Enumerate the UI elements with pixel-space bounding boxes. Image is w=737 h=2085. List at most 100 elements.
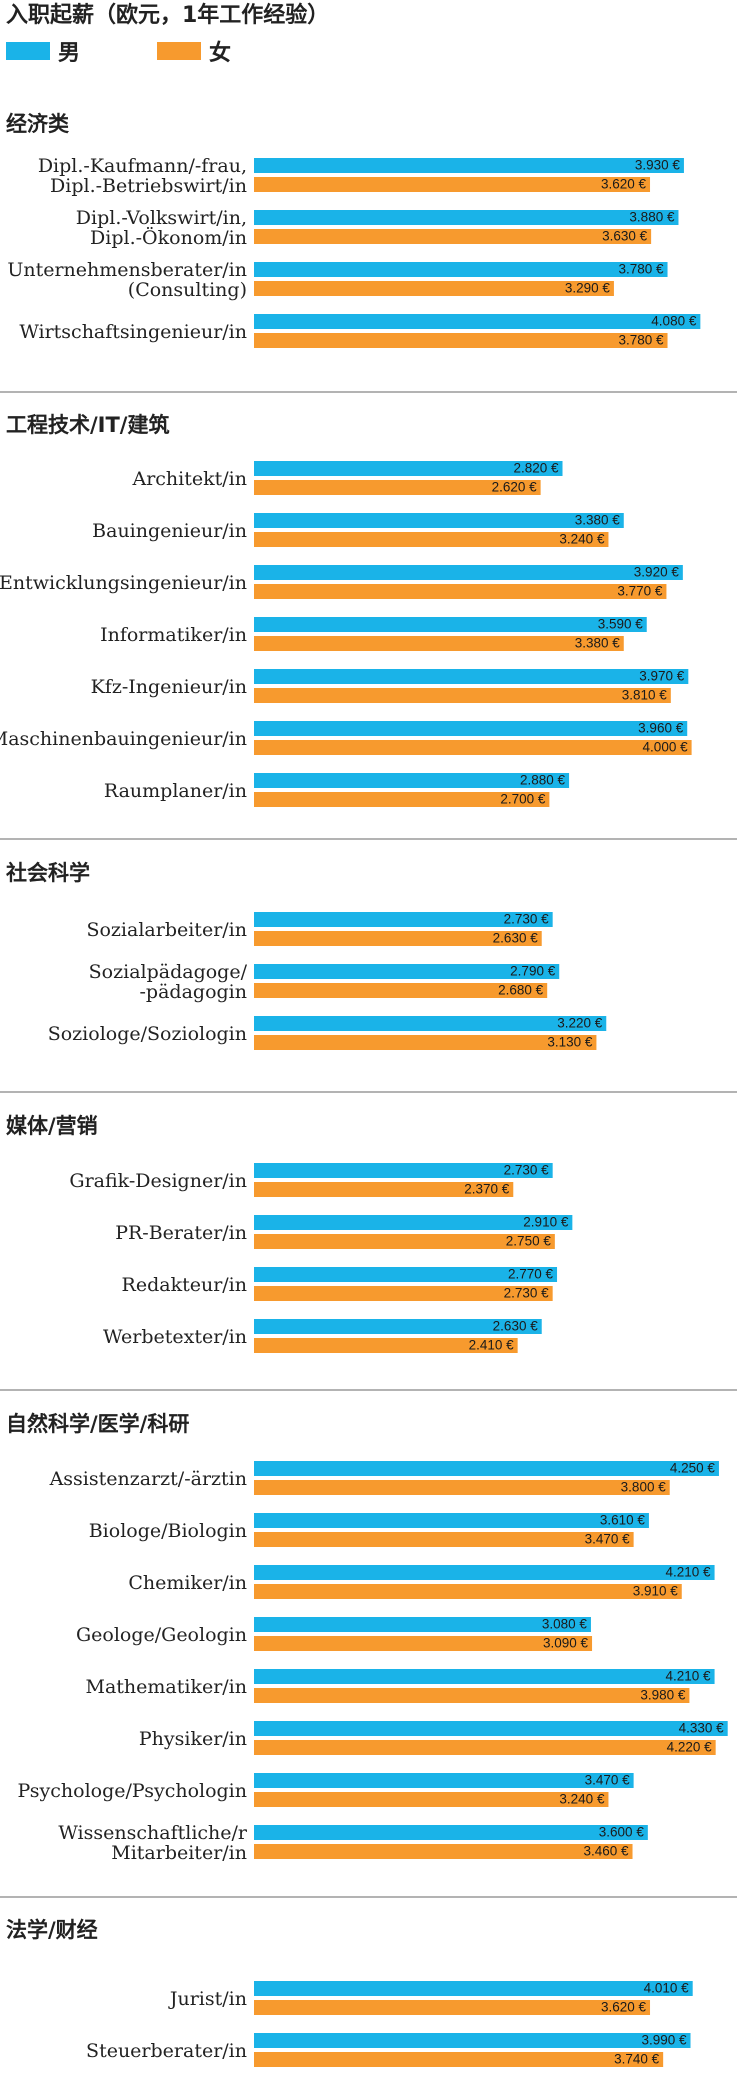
bar-female xyxy=(254,480,541,495)
bar-male xyxy=(254,1825,648,1840)
bar-female xyxy=(254,1532,634,1547)
data-label: 3.990 € xyxy=(641,2033,687,2048)
category-label: Mathematiker/in xyxy=(85,1676,247,1698)
data-label: 2.910 € xyxy=(523,1215,569,1230)
bar-female xyxy=(254,740,692,755)
data-label: 3.620 € xyxy=(601,2000,647,2015)
category-label: Grafik-Designer/in xyxy=(69,1170,247,1192)
data-label: 2.820 € xyxy=(513,461,559,476)
bar-female xyxy=(254,636,624,651)
bar-male xyxy=(254,912,553,927)
bar-male xyxy=(254,617,647,632)
chart-legend: 男 女 xyxy=(6,40,231,66)
bar-female xyxy=(254,1740,716,1755)
data-label: 3.240 € xyxy=(559,532,605,547)
data-label: 4.210 € xyxy=(666,1565,712,1580)
data-label: 2.730 € xyxy=(504,1286,550,1301)
category-label: Geologe/Geologin xyxy=(76,1624,247,1646)
bar-male xyxy=(254,461,563,476)
bar-male xyxy=(254,1215,573,1230)
data-label: 3.910 € xyxy=(633,1584,679,1599)
category-label: Werbetexter/in xyxy=(103,1326,247,1348)
category-label: PR-Berater/in xyxy=(115,1222,247,1244)
category-label: Unternehmensberater/in xyxy=(7,259,247,281)
data-label: 3.380 € xyxy=(575,636,621,651)
section-title: 媒体/营销 xyxy=(6,1114,98,1138)
category-label: Sozialarbeiter/in xyxy=(86,919,247,941)
data-label: 2.730 € xyxy=(504,912,550,927)
category-label: -pädagogin xyxy=(140,981,247,1003)
bar-female xyxy=(254,1636,593,1651)
data-label: 3.220 € xyxy=(557,1016,603,1031)
bar-female xyxy=(254,1035,597,1050)
bar-male xyxy=(254,669,689,684)
bar-male xyxy=(254,565,683,580)
chart-title: 入职起薪（欧元，1年工作经验） xyxy=(6,2,329,28)
data-label: 4.080 € xyxy=(651,314,697,329)
data-label: 3.130 € xyxy=(547,1035,593,1050)
data-label: 3.780 € xyxy=(618,262,664,277)
data-label: 4.330 € xyxy=(679,1721,725,1736)
category-label: Sozialpädagoge/ xyxy=(89,961,248,983)
data-label: 3.810 € xyxy=(622,688,668,703)
bar-female xyxy=(254,1286,553,1301)
category-label: Psychologe/Psychologin xyxy=(18,1780,247,1802)
bar-male xyxy=(254,513,624,528)
data-label: 3.380 € xyxy=(575,513,621,528)
legend-swatch-female xyxy=(157,42,201,60)
bar-male xyxy=(254,1565,715,1580)
data-label: 4.210 € xyxy=(666,1669,712,1684)
data-label: 3.880 € xyxy=(629,210,675,225)
data-label: 2.410 € xyxy=(469,1338,515,1353)
bar-female xyxy=(254,333,668,348)
category-label: Entwicklungsingenieur/in xyxy=(0,572,247,594)
category-label: Informatiker/in xyxy=(100,624,247,646)
section-title: 自然科学/医学/科研 xyxy=(6,1412,189,1436)
category-label: Dipl.-Kaufmann/-frau, xyxy=(38,155,247,177)
bar-female xyxy=(254,792,550,807)
data-label: 3.290 € xyxy=(565,281,611,296)
bar-male xyxy=(254,1669,715,1684)
data-label: 3.620 € xyxy=(601,177,647,192)
data-label: 3.080 € xyxy=(542,1617,588,1632)
data-label: 3.630 € xyxy=(602,229,648,244)
bar-male xyxy=(254,964,560,979)
bar-female xyxy=(254,931,542,946)
data-label: 2.630 € xyxy=(493,931,539,946)
category-label: Dipl.-Betriebswirt/in xyxy=(50,175,247,197)
bar-male xyxy=(254,1163,553,1178)
legend-label-female: 女 xyxy=(209,40,231,66)
section-title: 工程技术/IT/建筑 xyxy=(6,413,169,437)
data-label: 3.780 € xyxy=(618,333,664,348)
data-label: 3.460 € xyxy=(583,1844,629,1859)
legend-label-male: 男 xyxy=(58,41,80,66)
data-label: 3.770 € xyxy=(617,584,663,599)
bar-female xyxy=(254,532,609,547)
bar-male xyxy=(254,2033,691,2048)
category-label: Redakteur/in xyxy=(122,1274,247,1296)
data-label: 2.630 € xyxy=(493,1319,539,1334)
data-label: 3.960 € xyxy=(638,721,684,736)
bar-female xyxy=(254,1584,682,1599)
category-label: Bauingenieur/in xyxy=(92,520,247,542)
category-label: Maschinenbauingenieur/in xyxy=(0,728,247,750)
category-label: Dipl.-Ökonom/in xyxy=(90,226,247,249)
category-label: Physiker/in xyxy=(139,1728,247,1750)
category-label: Kfz-Ingenieur/in xyxy=(91,676,247,698)
category-label: Steuerberater/in xyxy=(86,2040,247,2062)
data-label: 2.790 € xyxy=(510,964,556,979)
data-label: 3.610 € xyxy=(600,1513,646,1528)
bar-female xyxy=(254,584,667,599)
data-label: 2.620 € xyxy=(492,480,538,495)
legend-swatch-male xyxy=(6,42,50,60)
bar-female xyxy=(254,1844,633,1859)
bar-male xyxy=(254,262,668,277)
bar-female xyxy=(254,1182,514,1197)
category-label: Dipl.-Volkswirt/in, xyxy=(76,207,247,229)
data-label: 3.800 € xyxy=(621,1480,667,1495)
bar-male xyxy=(254,314,701,329)
bar-male xyxy=(254,158,684,173)
bar-male xyxy=(254,1773,634,1788)
bar-male xyxy=(254,210,679,225)
